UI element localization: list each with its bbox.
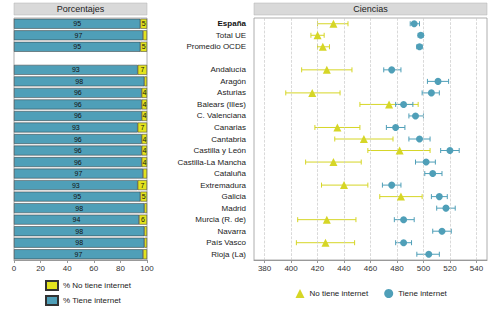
svg-text:No tiene internet: No tiene internet	[310, 289, 369, 298]
svg-text:5: 5	[142, 43, 146, 50]
svg-text:380: 380	[258, 264, 272, 273]
svg-text:País Vasco: País Vasco	[206, 238, 246, 247]
svg-text:Murcia (R. de): Murcia (R. de)	[195, 215, 246, 224]
svg-text:480: 480	[390, 264, 404, 273]
svg-text:98: 98	[75, 228, 83, 235]
svg-text:96: 96	[74, 136, 82, 143]
svg-text:España: España	[218, 19, 247, 28]
svg-text:Extremadura: Extremadura	[200, 181, 246, 190]
svg-text:Porcentajes: Porcentajes	[57, 4, 105, 14]
svg-text:Madrid: Madrid	[222, 204, 246, 213]
svg-text:7: 7	[140, 124, 144, 131]
svg-text:Promedio OCDE: Promedio OCDE	[186, 42, 246, 51]
svg-text:520: 520	[443, 264, 457, 273]
svg-text:98: 98	[75, 205, 83, 212]
svg-text:Ciencias: Ciencias	[353, 4, 388, 14]
svg-text:0: 0	[12, 264, 17, 273]
svg-text:400: 400	[284, 264, 298, 273]
svg-text:Asturias: Asturias	[217, 88, 246, 97]
svg-text:Andalucía: Andalucía	[210, 65, 246, 74]
svg-text:93: 93	[72, 182, 80, 189]
svg-text:4: 4	[142, 159, 146, 166]
svg-text:4: 4	[142, 136, 146, 143]
svg-text:93: 93	[72, 124, 80, 131]
svg-text:96: 96	[74, 159, 82, 166]
svg-text:95: 95	[73, 43, 81, 50]
svg-text:93: 93	[72, 66, 80, 73]
svg-text:96: 96	[74, 89, 82, 96]
svg-text:Cataluña: Cataluña	[214, 169, 247, 178]
svg-text:80: 80	[116, 264, 125, 273]
svg-text:97: 97	[75, 32, 83, 39]
svg-text:95: 95	[73, 193, 81, 200]
svg-text:96: 96	[74, 101, 82, 108]
svg-text:97: 97	[75, 251, 83, 258]
svg-text:98: 98	[75, 78, 83, 85]
svg-text:96: 96	[74, 112, 82, 119]
svg-text:% No tiene internet: % No tiene internet	[63, 281, 132, 290]
svg-text:96: 96	[74, 147, 82, 154]
svg-text:500: 500	[417, 264, 431, 273]
svg-text:95: 95	[73, 20, 81, 27]
svg-text:98: 98	[75, 239, 83, 246]
svg-text:Galicia: Galicia	[222, 192, 247, 201]
svg-text:420: 420	[311, 264, 325, 273]
svg-text:Castilla y León: Castilla y León	[194, 146, 246, 155]
svg-text:Tiene internet: Tiene internet	[398, 289, 447, 298]
svg-text:40: 40	[63, 264, 72, 273]
svg-text:20: 20	[36, 264, 45, 273]
svg-text:Navarra: Navarra	[218, 227, 247, 236]
svg-text:5: 5	[142, 20, 146, 27]
svg-text:100: 100	[140, 264, 154, 273]
svg-text:4: 4	[142, 147, 146, 154]
svg-text:7: 7	[140, 66, 144, 73]
svg-text:Rioja (La): Rioja (La)	[211, 250, 246, 259]
svg-text:4: 4	[142, 89, 146, 96]
svg-text:60: 60	[89, 264, 98, 273]
svg-text:Cantabria: Cantabria	[211, 135, 246, 144]
svg-text:6: 6	[141, 216, 145, 223]
svg-text:Balears (Illes): Balears (Illes)	[197, 100, 246, 109]
svg-text:Total UE: Total UE	[216, 31, 246, 40]
svg-text:5: 5	[142, 193, 146, 200]
svg-text:460: 460	[364, 264, 378, 273]
svg-text:440: 440	[337, 264, 351, 273]
svg-text:97: 97	[75, 170, 83, 177]
svg-text:% Tiene internet: % Tiene internet	[63, 296, 122, 305]
svg-text:Aragón: Aragón	[220, 77, 246, 86]
svg-text:C. Valenciana: C. Valenciana	[197, 111, 247, 120]
svg-text:4: 4	[142, 101, 146, 108]
svg-text:4: 4	[142, 112, 146, 119]
svg-text:94: 94	[73, 216, 81, 223]
svg-text:540: 540	[470, 264, 484, 273]
svg-text:Canarias: Canarias	[214, 123, 246, 132]
svg-text:Castilla-La Mancha: Castilla-La Mancha	[178, 158, 247, 167]
svg-text:7: 7	[140, 182, 144, 189]
